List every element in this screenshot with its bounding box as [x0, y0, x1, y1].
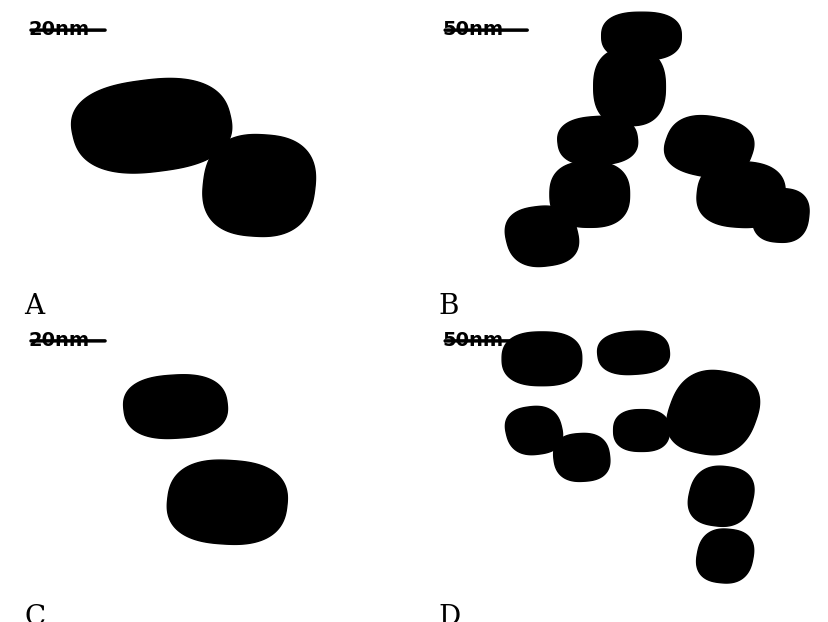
Polygon shape	[597, 331, 669, 374]
Text: C: C	[24, 604, 46, 622]
Polygon shape	[123, 374, 227, 439]
Polygon shape	[549, 162, 628, 227]
Text: 50nm: 50nm	[442, 331, 503, 350]
Polygon shape	[504, 206, 578, 267]
Polygon shape	[553, 434, 609, 481]
Polygon shape	[557, 116, 637, 165]
Text: D: D	[438, 604, 460, 622]
Polygon shape	[752, 188, 808, 243]
Text: 20nm: 20nm	[28, 331, 89, 350]
Polygon shape	[613, 410, 668, 452]
Polygon shape	[502, 332, 581, 386]
Polygon shape	[593, 48, 665, 126]
Text: A: A	[24, 293, 44, 320]
Polygon shape	[505, 406, 562, 455]
Polygon shape	[664, 116, 753, 178]
Text: 20nm: 20nm	[28, 20, 89, 39]
Polygon shape	[601, 12, 681, 60]
Polygon shape	[696, 529, 753, 583]
Polygon shape	[687, 466, 753, 526]
Text: B: B	[438, 293, 459, 320]
Polygon shape	[203, 134, 315, 236]
Polygon shape	[666, 371, 758, 455]
Polygon shape	[71, 78, 232, 173]
Polygon shape	[696, 161, 784, 228]
Text: 50nm: 50nm	[442, 20, 503, 39]
Polygon shape	[167, 460, 287, 544]
